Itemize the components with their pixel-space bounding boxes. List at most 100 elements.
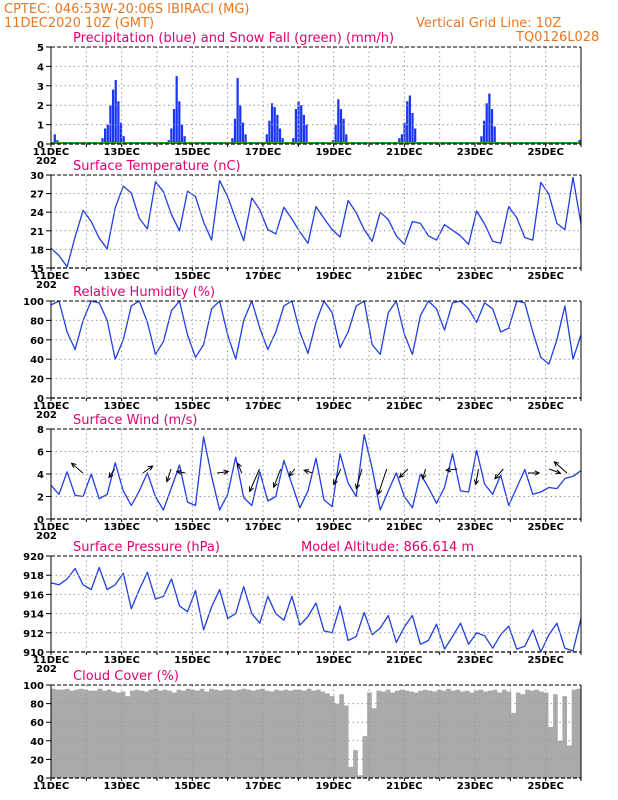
wind-arrow-head bbox=[175, 469, 182, 475]
precip-bar bbox=[406, 101, 409, 144]
y-tick-label: 2 bbox=[37, 101, 44, 112]
x-tick-label: 13DEC bbox=[103, 401, 139, 412]
press-grid bbox=[51, 556, 581, 652]
precip-plot-area bbox=[51, 47, 581, 144]
precip-bar bbox=[122, 136, 125, 144]
wind-arrow bbox=[176, 471, 186, 474]
wind-grid bbox=[51, 429, 581, 519]
grid-note: Vertical Grid Line: 10Z bbox=[416, 16, 561, 31]
wind-arrow-head bbox=[421, 473, 427, 480]
x-tick-label: 23DEC bbox=[457, 522, 493, 533]
y-tick-label: 2 bbox=[37, 493, 44, 504]
x-tick-label: 17DEC bbox=[245, 271, 281, 282]
cloud-panel: 0 20 40 60 80 100 11DEC 13DEC 15DEC 17DEC 19DEC 21D… bbox=[23, 669, 582, 792]
x-tick-label: 15DEC bbox=[174, 147, 210, 158]
precip-bar bbox=[268, 120, 271, 144]
x-tick-label: 25DEC bbox=[527, 147, 563, 158]
precip-bar bbox=[180, 124, 184, 144]
precip-bar bbox=[106, 124, 109, 144]
x-tick-label: 19DEC bbox=[315, 522, 351, 533]
y-tick-label: 100 bbox=[23, 297, 44, 308]
wind-arrow-head bbox=[555, 469, 562, 475]
precip-bar bbox=[281, 138, 284, 144]
precip-grid bbox=[51, 47, 581, 144]
precip-bar bbox=[345, 134, 348, 144]
wind-arrow-head bbox=[377, 489, 383, 496]
x-tick-label: 21DEC bbox=[386, 655, 422, 666]
precip-bar bbox=[305, 124, 308, 144]
precip-bar bbox=[411, 112, 414, 144]
y-tick-label: 27 bbox=[30, 190, 44, 201]
wind-arrow-head bbox=[398, 472, 405, 479]
x-tick-label: 15DEC bbox=[174, 655, 210, 666]
y-tick-label: 918 bbox=[23, 571, 44, 582]
x-tick-label: 11DEC bbox=[33, 655, 69, 666]
y-tick-label: 912 bbox=[23, 629, 44, 640]
wind-panel: 0 2 4 6 8 11DEC 13DEC 15DEC 17DEC 19DEC 21DEC 23DEC… bbox=[33, 413, 582, 542]
x-tick-label: 15DEC bbox=[174, 781, 210, 792]
x-tick-label: 21DEC bbox=[386, 147, 422, 158]
precip-bar bbox=[114, 79, 117, 144]
x-tick-label: 23DEC bbox=[457, 655, 493, 666]
precip-bar bbox=[117, 101, 120, 144]
x-tick-label: 21DEC bbox=[386, 401, 422, 412]
rh-panel: 0 20 40 60 80 100 11DEC 13DEC 15DEC 17DEC 19DEC 21D… bbox=[23, 285, 582, 421]
wind-arrow-head bbox=[534, 470, 541, 476]
y-tick-label: 21 bbox=[30, 227, 44, 238]
temp-series-line bbox=[50, 176, 582, 268]
precip-bar bbox=[339, 109, 343, 144]
year-fragment: 202 bbox=[36, 410, 57, 421]
precip-bar bbox=[482, 120, 486, 144]
precip-bar bbox=[119, 122, 123, 144]
precip-bar bbox=[172, 109, 176, 144]
precip-bar bbox=[231, 138, 234, 144]
wind-arrow-head bbox=[236, 462, 242, 469]
x-tick-label: 15DEC bbox=[174, 401, 210, 412]
x-tick-label: 25DEC bbox=[527, 655, 563, 666]
y-tick-label: 4 bbox=[37, 62, 44, 73]
wind-arrow bbox=[355, 468, 363, 489]
precip-bar bbox=[342, 118, 345, 144]
temp-title: Surface Temperature (nC) bbox=[73, 159, 241, 174]
rh-grid bbox=[51, 301, 581, 398]
precip-bar bbox=[488, 93, 491, 144]
y-tick-label: 60 bbox=[30, 718, 44, 729]
temp-grid bbox=[51, 175, 581, 268]
wind-arrow bbox=[446, 468, 458, 471]
precip-bar bbox=[178, 101, 181, 144]
wind-arrow bbox=[71, 462, 84, 474]
y-tick-label: 914 bbox=[23, 610, 44, 621]
wind-arrow bbox=[288, 468, 296, 477]
precip-bar bbox=[300, 105, 303, 144]
wind-arrow bbox=[303, 469, 313, 474]
header: CPTEC: 046:53W-20:06S IBIRACI (MG) 11DEC… bbox=[4, 2, 599, 45]
precip-bar bbox=[278, 128, 282, 144]
precip-bar bbox=[294, 109, 298, 144]
temp-panel: 15 18 21 24 27 30 11DEC 13DEC 15DEC 17DEC 19DEC 21D… bbox=[30, 159, 582, 291]
precip-bar bbox=[302, 114, 305, 144]
x-tick-label: 21DEC bbox=[386, 781, 422, 792]
y-tick-label: 0 bbox=[37, 140, 44, 151]
x-tick-label: 19DEC bbox=[315, 655, 351, 666]
x-tick-label: 17DEC bbox=[245, 147, 281, 158]
wind-arrow-head bbox=[147, 465, 154, 471]
precip-bar bbox=[490, 109, 494, 144]
precip-bar bbox=[53, 134, 56, 144]
x-tick-label: 21DEC bbox=[386, 271, 422, 282]
x-tick-label: 17DEC bbox=[245, 522, 281, 533]
x-tick-label: 13DEC bbox=[103, 655, 139, 666]
precip-bar bbox=[334, 124, 337, 144]
press-title: Surface Pressure (hPa) bbox=[73, 540, 220, 555]
wind-arrow bbox=[377, 468, 388, 495]
x-tick-label: 17DEC bbox=[245, 781, 281, 792]
x-tick-label: 11DEC bbox=[33, 401, 69, 412]
wind-arrow bbox=[273, 468, 282, 488]
x-tick-label: 25DEC bbox=[527, 401, 563, 412]
wind-arrow bbox=[217, 471, 229, 474]
wind-arrow-head bbox=[355, 483, 361, 490]
y-tick-label: 0 bbox=[37, 774, 44, 785]
y-tick-label: 24 bbox=[30, 208, 44, 219]
precip-bar bbox=[175, 76, 178, 144]
x-tick-label: 15DEC bbox=[174, 522, 210, 533]
precip-bar bbox=[480, 136, 483, 144]
